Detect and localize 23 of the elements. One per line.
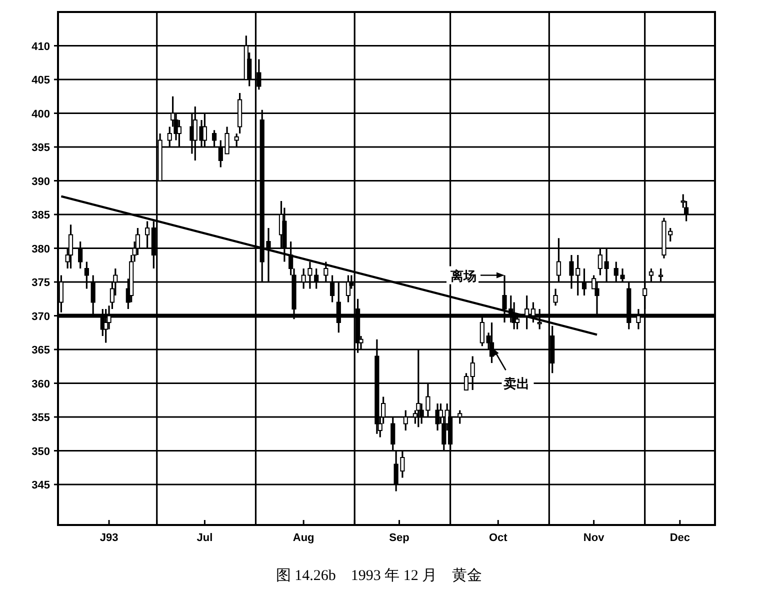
y-tick-label: 345: [32, 480, 50, 492]
x-tick-label: Oct: [488, 532, 508, 544]
x-tick-label: Jul: [196, 532, 213, 544]
y-tick-label: 405: [32, 74, 50, 86]
y-tick-label: 375: [32, 277, 50, 289]
x-tick-label: Sep: [389, 532, 410, 544]
y-tick-label: 355: [32, 412, 50, 424]
y-tick-label: 385: [32, 210, 50, 222]
y-tick-label: 380: [32, 243, 50, 256]
x-tick-label: Nov: [583, 532, 606, 544]
x-tick-label: Dec: [670, 532, 690, 544]
y-tick-label: 410: [32, 40, 50, 53]
x-tick-label: Aug: [292, 532, 314, 544]
annotation: 卖出: [504, 376, 530, 392]
x-tick-label: J93: [100, 532, 118, 544]
y-tick-label: 400: [32, 108, 50, 120]
y-tick-label: 360: [32, 378, 50, 390]
y-tick-label: 365: [32, 344, 50, 356]
y-tick-label: 395: [32, 142, 50, 154]
annotation: 离场: [450, 268, 477, 284]
y-tick-label: 370: [32, 310, 50, 323]
y-tick-label: 390: [32, 176, 50, 188]
y-tick-label: 350: [32, 446, 50, 458]
